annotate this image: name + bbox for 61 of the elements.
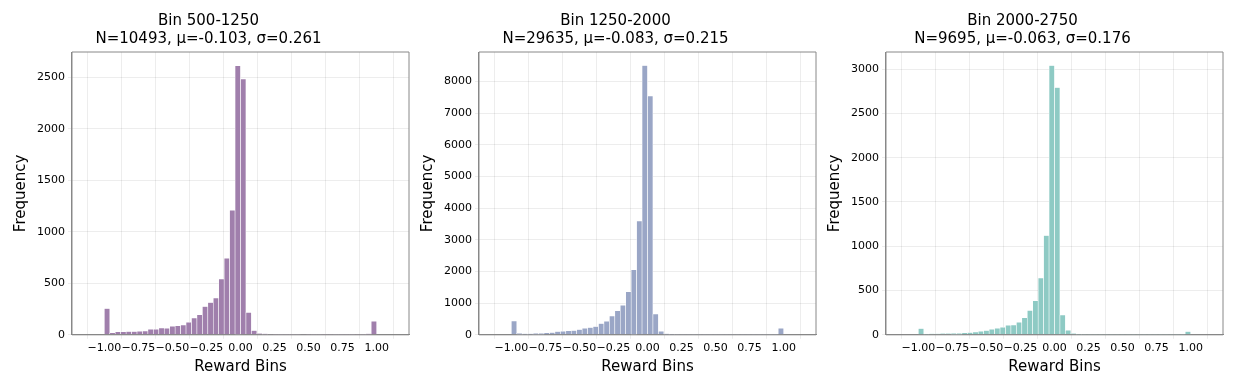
x-tick-label: 0.00 — [1042, 341, 1067, 355]
x-tick-label: −0.75 — [528, 341, 563, 355]
x-tick-label: −1.00 — [87, 341, 122, 355]
x-tick-label: −1.00 — [901, 341, 936, 355]
x-tick-label: −0.75 — [121, 341, 156, 355]
y-tick-label: 3000 — [443, 232, 472, 246]
y-axis-title: Frequency — [824, 154, 843, 233]
x-tick-label: −0.25 — [189, 341, 224, 355]
x-axis-title: Reward Bins — [601, 356, 694, 375]
chart-title: Bin 1250-2000 — [560, 10, 671, 29]
y-tick-label: 8000 — [443, 74, 472, 88]
x-tick-label: 0.50 — [296, 341, 321, 355]
x-tick-label: −0.50 — [562, 341, 597, 355]
y-tick-label: 1000 — [36, 224, 65, 238]
y-tick-label: 1500 — [850, 194, 879, 208]
y-axis-title: Frequency — [10, 154, 29, 233]
x-tick-label: −0.50 — [969, 341, 1004, 355]
y-tick-label: 2500 — [36, 70, 65, 84]
y-tick-label: 2000 — [36, 121, 65, 135]
x-tick-label: 0.50 — [703, 341, 728, 355]
y-tick-label: 2000 — [443, 264, 472, 278]
x-tick-label: 0.75 — [1144, 341, 1169, 355]
x-tick-label: −0.25 — [1003, 341, 1038, 355]
x-tick-label: −0.75 — [935, 341, 970, 355]
y-axis-title: Frequency — [417, 154, 436, 233]
y-tick-label: 7000 — [443, 106, 472, 120]
chart-subtitle: N=9695, μ=-0.063, σ=0.176 — [914, 28, 1131, 47]
x-tick-label: 0.25 — [669, 341, 694, 355]
y-tick-label: 2500 — [850, 106, 879, 120]
x-tick-label: 1.00 — [1178, 341, 1203, 355]
x-tick-label: 0.25 — [262, 341, 287, 355]
x-tick-label: 1.00 — [364, 341, 389, 355]
x-tick-label: 0.50 — [1110, 341, 1135, 355]
x-tick-label: 1.00 — [771, 341, 796, 355]
y-tick-label: 500 — [857, 283, 879, 297]
y-tick-label: 3000 — [850, 61, 879, 75]
y-tick-label: 500 — [43, 276, 65, 290]
chart-subtitle: N=29635, μ=-0.083, σ=0.215 — [502, 28, 729, 47]
chart-subtitle: N=10493, μ=-0.103, σ=0.261 — [95, 28, 322, 47]
y-tick-label: 1000 — [443, 296, 472, 309]
y-tick-label: 6000 — [443, 137, 472, 151]
x-tick-label: 0.00 — [228, 341, 253, 355]
y-tick-label: 2000 — [850, 150, 879, 164]
y-tick-label: 0 — [871, 327, 879, 341]
y-tick-label: 0 — [464, 327, 472, 341]
x-tick-label: −1.00 — [494, 341, 529, 355]
x-tick-label: 0.75 — [737, 341, 762, 355]
y-tick-label: 1500 — [36, 173, 65, 187]
y-tick-label: 5000 — [443, 169, 472, 183]
chart-title: Bin 500-1250 — [158, 10, 259, 29]
x-tick-label: 0.00 — [635, 341, 660, 355]
y-tick-label: 1000 — [850, 239, 879, 253]
y-tick-label: 0 — [57, 327, 65, 341]
x-axis-title: Reward Bins — [194, 356, 287, 375]
x-tick-label: −0.25 — [596, 341, 631, 355]
x-tick-label: 0.75 — [330, 341, 355, 355]
chart-title: Bin 2000-2750 — [967, 10, 1078, 29]
x-tick-label: 0.25 — [1076, 341, 1101, 355]
x-tick-label: −0.50 — [155, 341, 190, 355]
y-tick-label: 4000 — [443, 201, 472, 215]
x-axis-title: Reward Bins — [1008, 356, 1101, 375]
